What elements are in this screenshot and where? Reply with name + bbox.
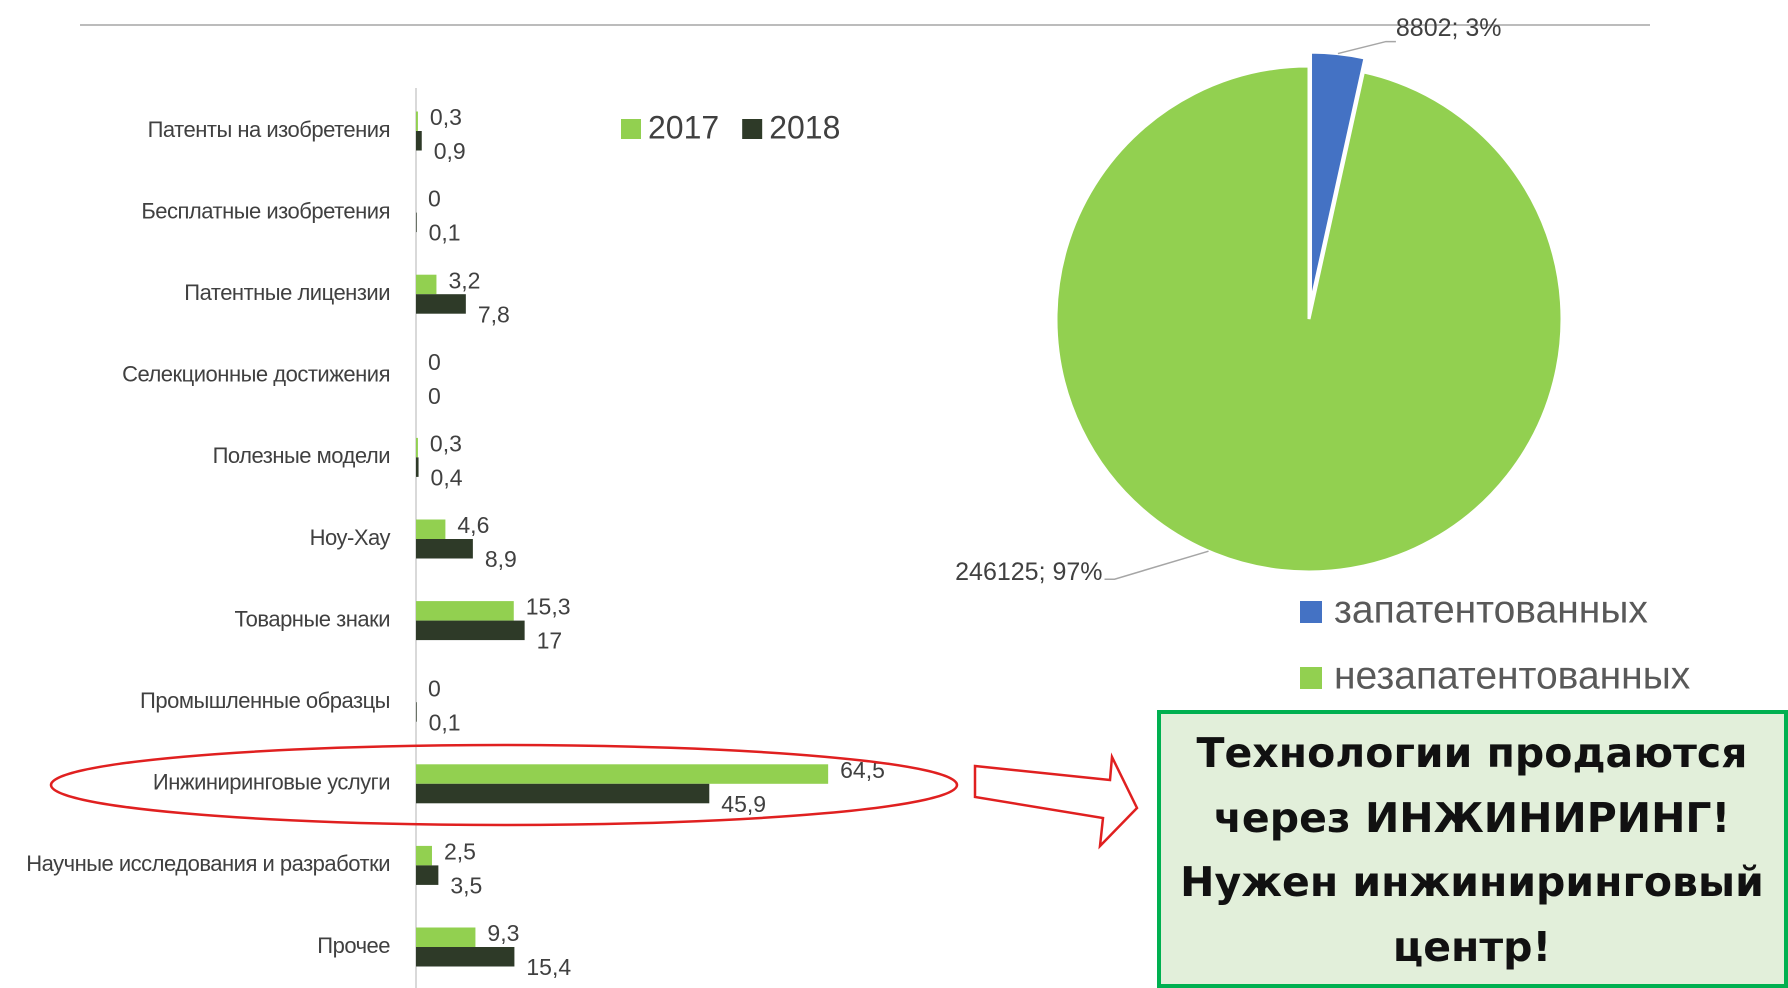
legend-label: 2018 — [769, 109, 840, 145]
bar — [416, 437, 418, 458]
category-label: Селекционные достижения — [122, 362, 390, 387]
bar — [416, 865, 439, 885]
bar — [416, 947, 515, 967]
pie-chart: 8802; 3% 246125; 97% запатентованных незапа… — [955, 14, 1691, 697]
value-label: 0 — [428, 349, 441, 375]
bar — [416, 294, 466, 314]
category-label: Полезные модели — [213, 443, 390, 468]
category-label: Бесплатные изобретения — [141, 198, 390, 223]
value-label: 15,4 — [526, 954, 571, 980]
value-label: 17 — [537, 628, 563, 654]
value-label: 4,6 — [457, 512, 489, 538]
arrow — [973, 752, 1139, 850]
value-label: 3,5 — [450, 872, 482, 898]
value-label: 0 — [428, 383, 441, 409]
bar — [416, 927, 476, 947]
bar-chart: Патенты на изобретения 0,3 0,9 Бесплатные и… — [26, 104, 885, 980]
callout-line: Нужен инжиниринговый — [1180, 858, 1764, 906]
value-label: 0,3 — [430, 430, 462, 456]
bar — [416, 131, 422, 151]
value-label: 0,3 — [430, 104, 462, 130]
legend-label: незапатентованных — [1334, 654, 1691, 697]
bar — [416, 764, 829, 784]
bar — [416, 702, 417, 722]
category-label: Товарные знаки — [234, 606, 390, 631]
legend-label: 2017 — [648, 109, 719, 145]
value-label: 0 — [428, 675, 441, 701]
value-label: 3,2 — [448, 267, 480, 293]
legend-swatch — [1300, 601, 1322, 623]
value-label: 7,8 — [478, 301, 510, 327]
bar — [416, 620, 525, 641]
value-label: 8,9 — [485, 546, 517, 572]
category-label: Патентные лицензии — [184, 280, 390, 305]
category-label: Прочее — [317, 933, 390, 958]
bar — [416, 111, 418, 131]
value-label: 0,9 — [434, 138, 466, 164]
bar — [416, 457, 419, 477]
highlight-ellipse — [49, 743, 959, 827]
bar — [416, 212, 417, 233]
callout-box — [1157, 710, 1788, 988]
callout-line: через ИНЖИНИРИНГ! — [1214, 794, 1730, 842]
bar — [416, 783, 710, 804]
value-label: 2,5 — [444, 838, 476, 864]
pie-slice — [1054, 64, 1564, 574]
bar — [416, 601, 514, 621]
data-label: 8802; 3% — [1396, 14, 1502, 42]
value-label: 0,1 — [429, 220, 461, 246]
category-label: Инжиниринговые услуги — [153, 770, 390, 795]
data-label: 246125; 97% — [955, 558, 1102, 586]
legend-swatch — [742, 119, 763, 139]
leader-line — [1337, 40, 1396, 55]
category-label: Промышленные образцы — [140, 688, 390, 713]
legend-swatch — [621, 119, 641, 139]
bar — [416, 274, 437, 295]
callout-line: центр! — [1393, 923, 1551, 971]
pie-slice — [1309, 50, 1367, 306]
category-label: Научные исследования и разработки — [26, 851, 390, 876]
legend-label: запатентованных — [1334, 588, 1648, 631]
category-label: Ноу-Хау — [310, 525, 391, 550]
legend-swatch — [1300, 667, 1322, 689]
value-label: 45,9 — [721, 791, 766, 817]
value-label: 9,3 — [487, 920, 519, 946]
value-label: 0 — [428, 186, 441, 212]
bar — [416, 845, 432, 866]
value-label: 0,1 — [429, 709, 461, 735]
bar — [416, 519, 446, 539]
leader-line — [1104, 550, 1209, 580]
callout-line: Технологии продаются — [1197, 729, 1748, 777]
category-label: Патенты на изобретения — [148, 117, 390, 142]
value-label: 0,4 — [431, 464, 463, 490]
bar — [416, 539, 473, 559]
value-label: 15,3 — [526, 594, 571, 620]
